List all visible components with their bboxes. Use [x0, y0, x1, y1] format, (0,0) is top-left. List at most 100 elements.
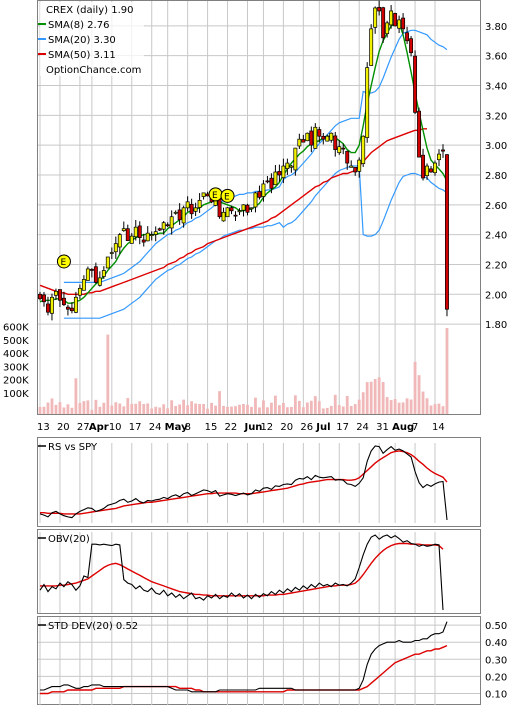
- volume-bar: [441, 406, 445, 414]
- candle-body: [137, 225, 142, 238]
- price-tick-label: 2.20: [485, 260, 507, 271]
- candle-body: [133, 226, 138, 238]
- volume-bar: [230, 406, 233, 414]
- volume-bar: [182, 399, 186, 414]
- candle-body: [417, 110, 422, 158]
- volume-bar: [389, 400, 393, 414]
- volume-bar: [62, 407, 66, 414]
- price-legend: CREX (daily) 1.90 SMA(8) 2.76 SMA(20) 3.…: [38, 2, 144, 76]
- volume-bar: [102, 402, 106, 414]
- candle-body: [413, 55, 418, 113]
- candle-body: [77, 287, 82, 296]
- candle-body: [217, 198, 222, 218]
- candle-body: [97, 277, 102, 286]
- candle-body: [329, 132, 334, 141]
- volume-axis: 600K 500K 400K 300K 200K 100K: [3, 323, 29, 400]
- volume-bar: [317, 401, 321, 414]
- candle-body: [257, 191, 262, 198]
- date-tick-label: Aug: [392, 422, 414, 433]
- volume-bar: [86, 400, 90, 414]
- candle-body: [113, 243, 118, 253]
- candle-body: [149, 234, 154, 236]
- indicator-line: [39, 534, 444, 611]
- price-tick-label: 2.60: [485, 201, 507, 212]
- volume-bar: [186, 405, 190, 414]
- candle-body: [221, 211, 226, 222]
- candle-body: [185, 201, 190, 209]
- stddev-tick-label: 0.20: [485, 672, 507, 683]
- volume-bar: [258, 407, 261, 414]
- candle-body: [341, 147, 346, 150]
- volume-bar: [297, 400, 301, 414]
- volume-bar: [94, 399, 98, 414]
- volume-bar: [118, 403, 122, 414]
- volume-bars: [38, 328, 449, 414]
- volume-tick-label: 600K: [3, 323, 29, 334]
- sma20-lower-band-line: [63, 165, 448, 319]
- candle-body: [445, 154, 449, 310]
- candle-body: [193, 207, 198, 212]
- date-tick-label: 24: [149, 422, 162, 433]
- candle-body: [105, 256, 110, 269]
- date-tick-label: 31: [376, 422, 389, 433]
- volume-bar: [142, 403, 146, 414]
- date-tick-label: 12: [260, 422, 273, 433]
- volume-bar: [234, 406, 237, 414]
- volume-tick-label: 100K: [3, 389, 29, 400]
- volume-bar: [445, 328, 449, 414]
- volume-bar: [106, 334, 110, 414]
- earnings-marker-label: E: [60, 258, 66, 268]
- volume-bar: [130, 403, 134, 414]
- candle-body: [38, 293, 42, 300]
- date-tick-label: 17: [129, 422, 142, 433]
- volume-bar: [78, 403, 82, 414]
- volume-bar: [289, 407, 293, 414]
- date-tick-label: Apr: [89, 422, 109, 433]
- volume-bar: [341, 406, 345, 414]
- candle-body: [265, 180, 270, 183]
- candle-body: [313, 126, 318, 149]
- obv-lines: [39, 534, 444, 611]
- volume-bar: [170, 400, 174, 414]
- candle-body: [145, 232, 150, 242]
- volume-bar: [377, 377, 381, 414]
- date-tick-label: 15: [205, 422, 218, 433]
- candle-body: [153, 231, 158, 235]
- volume-bar: [385, 397, 389, 414]
- volume-bar: [381, 382, 385, 414]
- volume-bar: [373, 379, 377, 414]
- stddev-tick-label: 0.40: [485, 638, 507, 649]
- volume-bar: [429, 405, 433, 414]
- obv-panel-frame: [37, 529, 481, 614]
- volume-bar: [46, 402, 50, 414]
- candle-body: [385, 22, 390, 35]
- legend-background: [40, 2, 144, 76]
- candle-body: [81, 279, 86, 291]
- candle-body: [129, 235, 134, 244]
- volume-bar: [122, 406, 126, 414]
- rs-gridlines: [39, 443, 436, 523]
- volume-bar: [54, 404, 58, 414]
- candle-body: [421, 154, 425, 179]
- volume-bar: [433, 404, 437, 414]
- stddev-panel-title: STD DEV(20) 0.52: [48, 621, 138, 632]
- volume-bar: [110, 405, 114, 414]
- candle-body: [89, 269, 94, 271]
- price-tick-label: 2.00: [485, 290, 507, 301]
- price-tick-label: 3.60: [485, 52, 507, 63]
- candle-body: [401, 17, 406, 30]
- candle-body: [325, 135, 330, 142]
- volume-bar: [126, 398, 130, 414]
- candle-body: [269, 177, 274, 189]
- candle-body: [373, 7, 378, 28]
- volume-bar: [90, 409, 94, 414]
- date-tick-label: 13: [37, 422, 50, 433]
- volume-bar: [178, 404, 182, 414]
- candle-body: [157, 228, 162, 231]
- candle-body: [93, 266, 98, 283]
- volume-bar: [405, 398, 409, 414]
- candle-body: [121, 228, 126, 231]
- volume-bar: [437, 403, 441, 414]
- volume-bar: [206, 408, 209, 414]
